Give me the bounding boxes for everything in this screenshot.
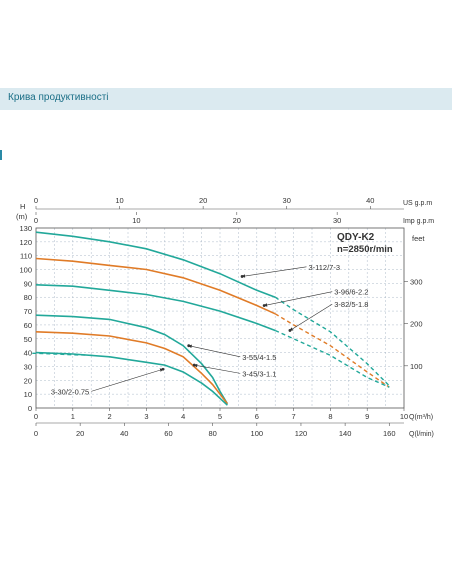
y-axis-unit: (m): [16, 212, 28, 221]
y-tick-label: 60: [24, 321, 32, 330]
x-lmin-tick-label: 120: [295, 429, 308, 438]
series-label: 3-96/6-2.2: [334, 288, 368, 297]
x-usgpm-tick-label: 20: [199, 196, 207, 205]
leader-dot: [240, 275, 244, 278]
leader-dot: [192, 363, 196, 367]
x-lmin-tick-label: 60: [164, 429, 172, 438]
x-tick-label: 4: [181, 412, 185, 421]
x-tick-label: 7: [292, 412, 296, 421]
side-accent-mark: [0, 150, 2, 160]
x-tick-label: 8: [328, 412, 332, 421]
y-tick-label: 110: [20, 252, 32, 261]
x-lmin-tick-label: 20: [76, 429, 84, 438]
x-tick-label: 6: [255, 412, 259, 421]
y-tick-label: 90: [24, 279, 32, 288]
x-impgpm-axis-label: Imp g.p.m: [403, 218, 434, 225]
curve-dashed-3-96/6-2.2: [274, 313, 390, 388]
curve-3-112/7-3: [35, 231, 276, 298]
leader-line: [188, 344, 241, 358]
curve-dashed-3-82/5-1.8: [274, 329, 390, 388]
x-lmin-tick-label: 40: [120, 429, 128, 438]
leader-line: [193, 363, 241, 374]
x-tick-label: 0: [34, 412, 38, 421]
x-impgpm-tick-label: 0: [34, 216, 38, 225]
x-impgpm-tick-label: 20: [233, 216, 241, 225]
leader-line: [91, 368, 164, 392]
title-bar: Крива продуктивності: [0, 88, 452, 110]
x-lmin-tick-label: 100: [251, 429, 264, 438]
x-lmin-axis-label: Q(l/min): [409, 431, 434, 438]
series-label: 3-45/3-1.1: [242, 369, 276, 378]
x-impgpm-tick-label: 30: [333, 216, 341, 225]
leader-dot: [262, 304, 266, 307]
leader-dot: [187, 344, 191, 348]
x-usgpm-tick-label: 30: [283, 196, 291, 205]
chart-labels: 3-112/7-3 3-96/6-2.2 3-82/5-1.8 3-55/4-1.5 3…: [51, 263, 369, 397]
x-tick-label: 9: [365, 412, 369, 421]
x-tick-label: 3: [144, 412, 148, 421]
x-usgpm-tick-label: 10: [115, 196, 123, 205]
chart-grid: [36, 228, 404, 408]
chart-curves: [32, 231, 390, 406]
curve-3-96/6-2.2: [35, 257, 276, 315]
x-usgpm-tick-label: 0: [34, 196, 38, 205]
y-right-tick-label: 300: [410, 277, 423, 286]
y-tick-label: 130: [19, 224, 32, 233]
x-tick-label: 10: [400, 412, 408, 421]
y-tick-label: 30: [24, 362, 32, 371]
speed-label: n=2850r/min: [337, 244, 393, 255]
x-tick-label: 1: [71, 412, 75, 421]
x-axis-label: Q(m³/h): [409, 414, 433, 421]
y-tick-label: 80: [24, 293, 32, 302]
series-label: 3-55/4-1.5: [242, 353, 276, 362]
series-label: 3-30/2-0.75: [51, 387, 89, 396]
x-usgpm-axis-label: US g.p.m: [403, 200, 432, 207]
curve-3-55/4-1.5: [35, 314, 229, 405]
x-lmin-tick-label: 0: [34, 429, 38, 438]
leader-dot: [161, 367, 165, 371]
y-tick-label: 50: [24, 335, 32, 344]
x-tick-label: 2: [108, 412, 112, 421]
x-impgpm-tick-label: 10: [132, 216, 140, 225]
x-tick-label: 5: [218, 412, 222, 421]
leader-line: [241, 266, 307, 278]
curve-3-45/3-1.1: [35, 331, 229, 405]
model-info-box: QDY-K2 n=2850r/min: [337, 232, 393, 255]
x-usgpm-tick-label: 40: [366, 196, 374, 205]
y-tick-label: 70: [24, 307, 32, 316]
chart-axes: 0102030405060708090100110120130H(m)feet1…: [16, 196, 434, 438]
leader-line: [289, 303, 333, 331]
series-label: 3-82/5-1.8: [334, 300, 368, 309]
y-axis-label: H: [20, 202, 25, 211]
model-label: QDY-K2: [337, 232, 375, 243]
y-tick-label: 100: [19, 266, 32, 275]
y-tick-label: 120: [19, 238, 32, 247]
curve-dashed-3-112/7-3: [274, 296, 390, 387]
page-title: Крива продуктивності: [8, 92, 109, 103]
series-label: 3-112/7-3: [308, 263, 340, 272]
leader-dot: [288, 329, 292, 332]
x-lmin-tick-label: 140: [339, 429, 352, 438]
y-right-tick-label: 100: [410, 362, 423, 371]
y-tick-label: 40: [24, 349, 32, 358]
x-lmin-tick-label: 160: [383, 429, 396, 438]
curve-3-82/5-1.8: [35, 284, 276, 332]
y-tick-label: 10: [24, 390, 32, 399]
y-right-axis-label: feet: [412, 234, 425, 243]
y-tick-label: 0: [28, 404, 32, 413]
x-lmin-tick-label: 80: [208, 429, 216, 438]
y-tick-label: 20: [24, 376, 32, 385]
y-right-tick-label: 200: [410, 320, 423, 329]
curve-dashed-3-30/2-0.75: [32, 352, 95, 357]
leader-line: [263, 291, 333, 307]
